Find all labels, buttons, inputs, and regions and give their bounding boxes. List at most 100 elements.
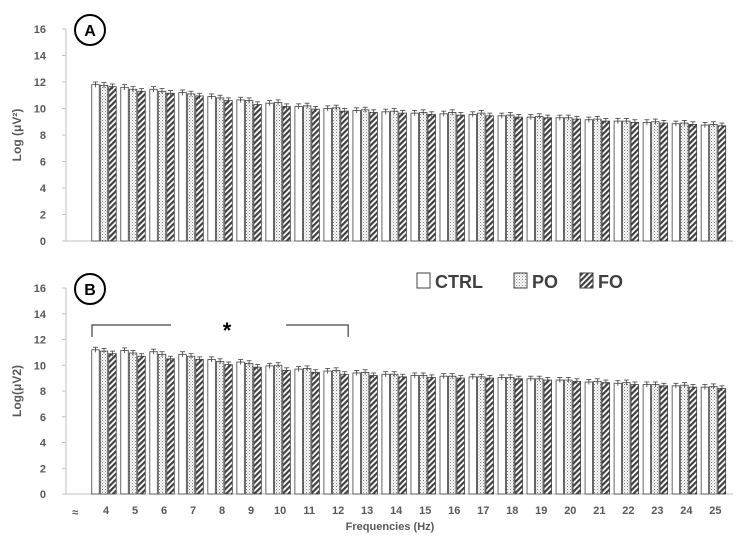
- category-group-7: [178, 351, 204, 495]
- x-tick-label: 4: [103, 505, 110, 517]
- x-tick-label: 20: [564, 505, 576, 517]
- bar-ctrl-9: [236, 361, 245, 495]
- panel-a: 0 2 4 6 8 10 12 14 16 Log (μV²) A: [10, 14, 733, 248]
- y-tick-label: 0: [40, 489, 46, 501]
- category-group-17: [468, 110, 494, 242]
- bar-po-7: [186, 355, 196, 495]
- bar-po-10: [273, 102, 283, 242]
- bar-fo-11: [311, 108, 320, 242]
- bar-po-24: [680, 384, 689, 495]
- category-group-13: [352, 369, 378, 495]
- bar-po-5: [128, 88, 138, 242]
- bar-po-13: [361, 109, 370, 242]
- bar-fo-19: [543, 117, 552, 242]
- bar-po-14: [390, 373, 399, 495]
- x-tick-label: 24: [680, 505, 693, 517]
- bar-ctrl-24: [671, 123, 681, 242]
- bar-ctrl-5: [120, 86, 129, 242]
- bar-fo-16: [456, 377, 465, 495]
- bar-po-19: [535, 378, 544, 495]
- bar-ctrl-11: [294, 368, 303, 495]
- bar-fo-18: [514, 378, 523, 495]
- bar-ctrl-13: [352, 110, 361, 242]
- category-group-22: [613, 118, 640, 242]
- bar-fo-24: [688, 386, 698, 495]
- category-group-22: [613, 379, 640, 495]
- bar-po-17: [477, 376, 486, 495]
- bar-po-16: [448, 375, 457, 495]
- bar-ctrl-14: [381, 111, 390, 242]
- bar-ctrl-18: [497, 115, 506, 242]
- bar-po-7: [186, 93, 196, 242]
- category-group-18: [497, 112, 523, 242]
- x-tick-label: 13: [361, 505, 373, 517]
- bar-ctrl-16: [439, 375, 448, 495]
- bar-fo-6: [166, 358, 175, 495]
- bar-fo-20: [572, 380, 581, 495]
- bar-fo-4: [108, 353, 117, 495]
- bar-fo-7: [195, 359, 204, 495]
- category-group-11: [294, 102, 320, 242]
- bar-fo-7: [195, 95, 204, 242]
- category-group-10: [265, 362, 291, 495]
- bar-ctrl-9: [236, 99, 245, 242]
- category-group-19: [526, 113, 552, 242]
- y-tick-label: 4: [40, 438, 47, 450]
- bar-fo-8: [224, 364, 233, 495]
- bar-po-6: [157, 353, 167, 495]
- category-group-14: [381, 371, 407, 495]
- bar-po-15: [419, 375, 428, 495]
- category-group-8: [207, 356, 233, 495]
- bar-po-17: [477, 112, 486, 242]
- bar-ctrl-13: [352, 372, 361, 495]
- bar-ctrl-24: [671, 385, 681, 495]
- bar-ctrl-6: [149, 351, 158, 495]
- bar-fo-14: [398, 376, 407, 495]
- y-tick-label: 8: [40, 130, 46, 142]
- category-group-13: [352, 106, 378, 242]
- bracket-right: [286, 324, 349, 337]
- bar-ctrl-11: [294, 106, 303, 242]
- bar-po-20: [564, 117, 573, 242]
- bar-fo-4: [108, 86, 117, 242]
- bar-ctrl-23: [642, 122, 652, 242]
- category-group-11: [294, 365, 320, 495]
- x-tick-label: 10: [274, 505, 286, 517]
- bar-fo-15: [427, 114, 436, 242]
- bar-po-22: [622, 120, 631, 242]
- bar-fo-23: [659, 122, 669, 242]
- bar-po-8: [215, 97, 225, 242]
- x-tick-label: 19: [535, 505, 547, 517]
- bar-ctrl-25: [700, 386, 710, 495]
- y-tick-label: 14: [34, 309, 47, 321]
- bar-po-16: [448, 112, 457, 242]
- bar-ctrl-15: [410, 375, 419, 495]
- bar-po-11: [302, 105, 312, 242]
- y-axis-title: Log(μV2): [10, 365, 24, 417]
- x-tick-label: 14: [390, 505, 403, 517]
- bar-ctrl-14: [381, 373, 390, 495]
- category-group-4: [91, 346, 117, 495]
- category-group-25: [700, 383, 727, 495]
- y-tick-label: 6: [40, 412, 46, 424]
- bar-fo-5: [137, 355, 146, 495]
- x-tick-label: 12: [332, 505, 344, 517]
- legend-swatch-fo: [579, 272, 594, 289]
- y-tick-label: 16: [34, 24, 46, 36]
- category-group-8: [207, 93, 233, 242]
- bar-fo-9: [253, 104, 262, 242]
- legend-label-ctrl: CTRL: [435, 272, 483, 292]
- bar-ctrl-22: [613, 120, 623, 242]
- axis-break-symbol: ≈: [72, 507, 78, 519]
- bar-ctrl-15: [410, 112, 419, 242]
- bar-po-25: [709, 386, 718, 495]
- bar-ctrl-17: [468, 114, 477, 242]
- panel-letter-circle: [74, 273, 106, 305]
- bar-po-9: [244, 362, 254, 495]
- bar-po-15: [419, 112, 428, 242]
- y-axis-title: Log (μV²): [10, 109, 24, 162]
- bar-fo-16: [456, 114, 465, 242]
- y-tick-label: 0: [40, 236, 46, 248]
